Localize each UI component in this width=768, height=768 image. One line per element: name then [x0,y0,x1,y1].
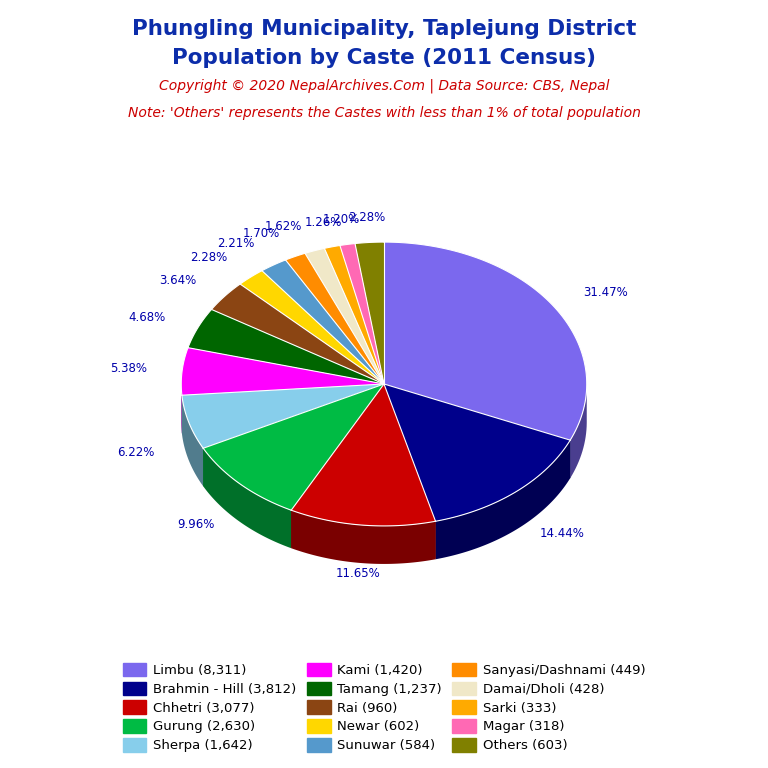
Text: 2.28%: 2.28% [349,210,386,223]
Text: 4.68%: 4.68% [128,312,165,324]
Text: Note: 'Others' represents the Castes with less than 1% of total population: Note: 'Others' represents the Castes wit… [127,106,641,120]
Polygon shape [211,284,384,384]
Text: 9.96%: 9.96% [177,518,215,531]
Text: 14.44%: 14.44% [539,527,584,540]
Polygon shape [182,384,384,433]
Polygon shape [384,384,570,478]
Text: 2.28%: 2.28% [190,251,227,264]
Polygon shape [384,384,435,559]
Polygon shape [204,449,291,548]
Polygon shape [340,243,384,384]
Polygon shape [182,396,204,486]
Polygon shape [182,384,384,433]
Text: 1.70%: 1.70% [243,227,280,240]
Text: 11.65%: 11.65% [336,567,380,580]
Text: Copyright © 2020 NepalArchives.Com | Data Source: CBS, Nepal: Copyright © 2020 NepalArchives.Com | Dat… [159,78,609,93]
Polygon shape [570,385,587,478]
Text: 3.64%: 3.64% [160,274,197,287]
Text: 6.22%: 6.22% [118,445,154,458]
Text: 1.26%: 1.26% [304,216,342,229]
Text: 5.38%: 5.38% [110,362,147,376]
Polygon shape [291,384,435,526]
Polygon shape [324,246,384,384]
Polygon shape [384,384,570,478]
Polygon shape [291,510,435,564]
Text: 1.20%: 1.20% [323,213,359,226]
Text: Population by Caste (2011 Census): Population by Caste (2011 Census) [172,48,596,68]
Polygon shape [182,384,384,449]
Polygon shape [240,270,384,384]
Polygon shape [181,348,384,396]
Polygon shape [384,384,435,559]
Text: 1.62%: 1.62% [265,220,303,233]
Polygon shape [291,384,384,548]
Text: Phungling Municipality, Taplejung District: Phungling Municipality, Taplejung Distri… [132,19,636,39]
Polygon shape [188,310,384,384]
Polygon shape [384,242,587,440]
Polygon shape [286,253,384,384]
Polygon shape [291,384,384,548]
Polygon shape [204,384,384,510]
Legend: Limbu (8,311), Brahmin - Hill (3,812), Chhetri (3,077), Gurung (2,630), Sherpa (: Limbu (8,311), Brahmin - Hill (3,812), C… [118,657,650,757]
Polygon shape [384,384,570,521]
Polygon shape [262,260,384,384]
Polygon shape [204,384,384,486]
Polygon shape [435,440,570,559]
Polygon shape [204,384,384,486]
Polygon shape [305,248,384,384]
Text: 2.21%: 2.21% [217,237,254,250]
Text: 31.47%: 31.47% [583,286,627,299]
Polygon shape [355,242,384,384]
